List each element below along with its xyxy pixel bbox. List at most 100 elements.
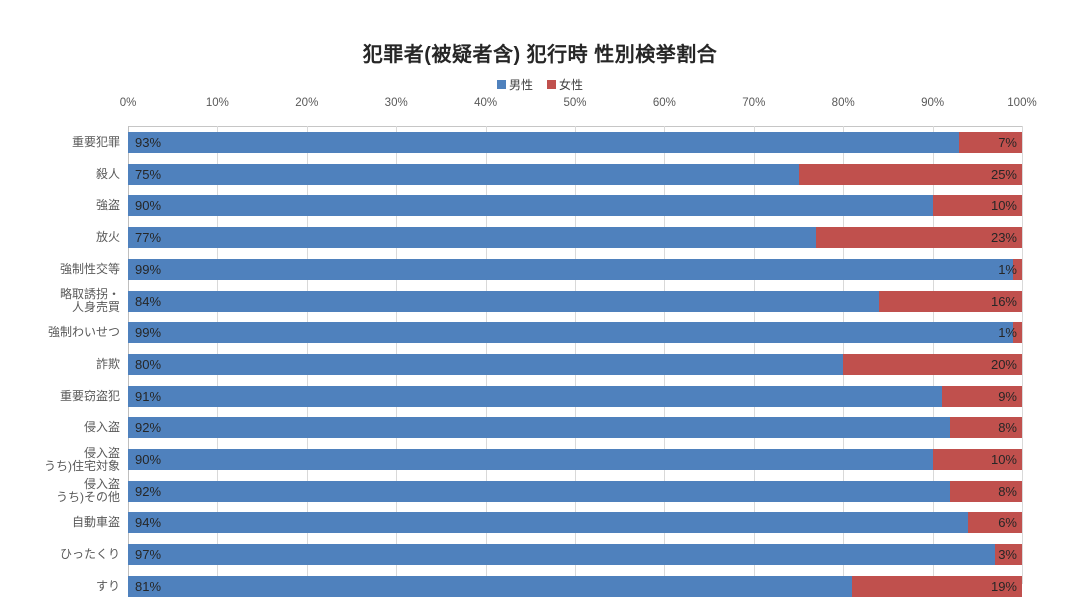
male-bar-segment: 75% bbox=[128, 163, 799, 185]
male-value-label: 84% bbox=[135, 293, 162, 309]
male-bar-segment: 77% bbox=[128, 227, 817, 249]
stacked-bar: 99% 1% bbox=[128, 258, 1022, 280]
bar-row: 略取誘拐・ 人身売買 84% 16% bbox=[0, 287, 1080, 314]
female-value-label: 1% bbox=[998, 261, 1017, 277]
category-label: 重要犯罪 bbox=[71, 135, 120, 149]
female-value-label: 6% bbox=[998, 515, 1017, 531]
legend-male-label: 男性 bbox=[508, 78, 533, 92]
female-value-label: 19% bbox=[990, 578, 1017, 594]
bar-row: 放火 77% 23% bbox=[0, 227, 1080, 249]
male-bar-segment: 80% bbox=[128, 353, 844, 375]
x-tick-label: 30% bbox=[384, 97, 408, 109]
female-swatch-icon bbox=[547, 80, 556, 89]
stacked-bar: 97% 3% bbox=[128, 544, 1022, 566]
legend-female-label: 女性 bbox=[559, 78, 584, 92]
female-value-label: 9% bbox=[998, 388, 1017, 404]
female-value-label: 1% bbox=[998, 325, 1017, 341]
male-bar-segment: 99% bbox=[128, 258, 1014, 280]
category-label: 放火 bbox=[95, 230, 120, 245]
female-value-label: 10% bbox=[990, 452, 1017, 467]
male-value-label: 91% bbox=[135, 388, 162, 404]
stacked-bar: 90% 10% bbox=[128, 195, 1022, 217]
stacked-bar: 75% 25% bbox=[128, 163, 1022, 185]
male-bar-segment: 94% bbox=[128, 512, 969, 534]
female-value-label: 8% bbox=[998, 420, 1017, 436]
category-label: 侵入盗 bbox=[83, 420, 120, 435]
female-bar-segment bbox=[950, 417, 1022, 439]
female-bar-segment bbox=[968, 512, 1022, 534]
male-value-label: 99% bbox=[135, 261, 162, 277]
male-value-label: 80% bbox=[135, 356, 162, 372]
category-label: 強制性交等 bbox=[59, 261, 120, 276]
x-tick-label: 100% bbox=[1007, 97, 1037, 109]
x-tick-label: 50% bbox=[563, 97, 587, 109]
legend-item-male: 男性 bbox=[496, 76, 533, 93]
x-tick-label: 0% bbox=[119, 97, 137, 109]
bar-row: 侵入盗 92% 8% bbox=[0, 417, 1080, 439]
x-tick-label: 40% bbox=[474, 97, 498, 109]
male-bar-segment: 84% bbox=[128, 290, 879, 312]
female-value-label: 16% bbox=[990, 293, 1017, 309]
category-label: 強制わいせつ bbox=[47, 325, 120, 340]
male-swatch-icon bbox=[496, 80, 506, 89]
bar-row: 殺人 75% 25% bbox=[0, 163, 1080, 185]
male-value-label: 92% bbox=[135, 483, 162, 499]
male-value-label: 93% bbox=[135, 135, 162, 150]
male-bar-segment: 92% bbox=[128, 480, 951, 502]
male-value-label: 99% bbox=[135, 325, 162, 341]
male-value-label: 97% bbox=[135, 547, 162, 563]
category-label: 自動車盗 bbox=[71, 515, 120, 530]
male-value-label: 81% bbox=[135, 578, 162, 594]
category-label: 殺人 bbox=[95, 166, 120, 181]
category-label: 強盗 bbox=[95, 198, 120, 213]
male-value-label: 94% bbox=[135, 515, 162, 531]
male-value-label: 75% bbox=[135, 166, 162, 182]
female-value-label: 7% bbox=[998, 135, 1017, 150]
category-label: 侵入盗 うち)住宅対象 bbox=[44, 445, 120, 473]
bar-row: 詐欺 80% 20% bbox=[0, 353, 1080, 375]
stacked-bar: 90% 10% bbox=[128, 449, 1022, 470]
male-value-label: 90% bbox=[135, 198, 162, 214]
stacked-bar: 77% 23% bbox=[128, 227, 1022, 249]
category-label: 重要窃盗犯 bbox=[59, 388, 120, 403]
female-bar-segment bbox=[1013, 258, 1022, 280]
x-tick-label: 90% bbox=[921, 97, 945, 109]
female-value-label: 3% bbox=[998, 547, 1017, 563]
bar-row: 侵入盗 うち)その他 92% 8% bbox=[0, 477, 1080, 505]
legend-item-female: 女性 bbox=[547, 76, 583, 93]
female-value-label: 23% bbox=[990, 230, 1017, 246]
female-bar-segment bbox=[995, 544, 1022, 566]
male-bar-segment: 97% bbox=[128, 544, 996, 566]
x-tick-label: 80% bbox=[831, 97, 855, 109]
x-tick-label: 70% bbox=[742, 97, 766, 109]
bar-row: 強盗 90% 10% bbox=[0, 195, 1080, 217]
x-tick-label: 60% bbox=[652, 97, 676, 109]
male-bar-segment: 99% bbox=[128, 322, 1014, 344]
x-tick-label: 10% bbox=[205, 97, 229, 109]
male-bar-segment: 93% bbox=[128, 132, 960, 153]
female-bar-segment bbox=[959, 132, 1022, 153]
category-label: 略取誘拐・ 人身売買 bbox=[59, 287, 120, 314]
female-bar-segment bbox=[878, 290, 1022, 312]
bar-row: 自動車盗 94% 6% bbox=[0, 512, 1080, 534]
category-label: 詐欺 bbox=[95, 356, 120, 371]
female-bar-segment bbox=[950, 480, 1022, 502]
female-bar-segment bbox=[941, 385, 1022, 407]
male-bar-segment: 81% bbox=[128, 575, 853, 597]
legend: 男性 女性 bbox=[0, 76, 1080, 93]
female-value-label: 20% bbox=[990, 356, 1017, 372]
category-label: すり bbox=[95, 578, 120, 593]
female-bar-segment bbox=[932, 449, 1022, 470]
male-bar-segment: 90% bbox=[128, 449, 933, 470]
category-label: 侵入盗 うち)その他 bbox=[56, 477, 120, 505]
female-value-label: 8% bbox=[998, 483, 1017, 499]
male-bar-segment: 91% bbox=[128, 385, 942, 407]
stacked-bar: 92% 8% bbox=[128, 480, 1022, 502]
bar-row: すり 81% 19% bbox=[0, 575, 1080, 597]
male-bar-segment: 90% bbox=[128, 195, 933, 217]
male-bar-segment: 92% bbox=[128, 417, 951, 439]
chart-title: 犯罪者(被疑者含) 犯行時 性別検挙割合 bbox=[362, 44, 718, 66]
female-bar-segment bbox=[798, 163, 1022, 185]
female-bar-segment bbox=[843, 353, 1022, 375]
stacked-bar: 80% 20% bbox=[128, 353, 1022, 375]
